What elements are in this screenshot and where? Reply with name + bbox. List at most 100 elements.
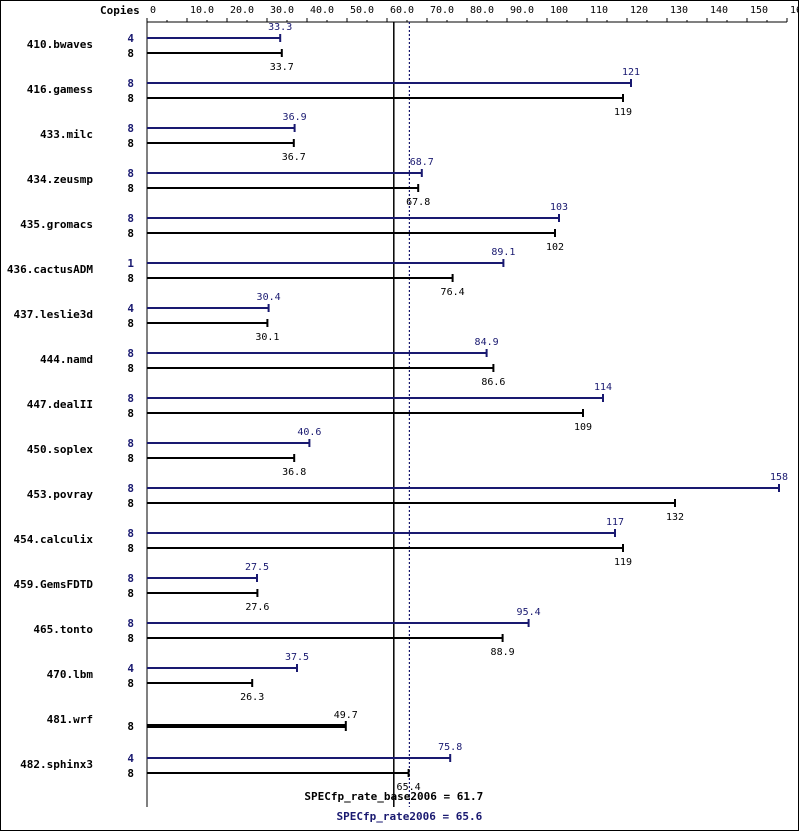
- benchmark-row: 482.sphinx3 4 75.8 8 65.4: [20, 742, 462, 793]
- peak-copies-label: 8: [127, 167, 134, 180]
- peak-copies-label: 1: [127, 257, 134, 270]
- peak-copies-label: 4: [127, 302, 134, 315]
- peak-value-label: 121: [622, 67, 640, 78]
- benchmark-name: 416.gamess: [27, 83, 93, 96]
- x-tick-label: 80.0: [470, 5, 494, 16]
- x-tick-label: 50.0: [350, 5, 374, 16]
- benchmark-name: 482.sphinx3: [20, 758, 93, 771]
- base-copies-label: 8: [127, 632, 134, 645]
- x-tick-label: 140: [710, 5, 728, 16]
- base-value-label: 119: [614, 107, 632, 118]
- x-tick-label: 70.0: [430, 5, 454, 16]
- base-value-label: 67.8: [406, 197, 430, 208]
- base-value-label: 36.7: [282, 152, 306, 163]
- peak-copies-label: 8: [127, 437, 134, 450]
- summary-labels: SPECfp_rate_base2006 = 61.7 SPECfp_rate20…: [304, 790, 483, 823]
- x-tick-label: 100: [550, 5, 568, 16]
- base-copies-label: 8: [127, 587, 134, 600]
- x-axis: 0 10.0 20.0 30.0 40.0 50.0 60.0 70.0 80.0 90.0 100…: [146, 5, 799, 807]
- benchmark-name: 436.cactusADM: [7, 263, 93, 276]
- base-copies-label: 8: [127, 767, 134, 780]
- benchmark-name: 470.lbm: [47, 668, 94, 681]
- peak-value-label: 37.5: [285, 652, 309, 663]
- base-value-label: 119: [614, 557, 632, 568]
- base-value-label: 65.4: [397, 782, 421, 793]
- base-copies-label: 8: [127, 452, 134, 465]
- peak-value-label: 36.9: [283, 112, 307, 123]
- benchmark-name: 450.soplex: [27, 443, 94, 456]
- peak-value-label: 68.7: [410, 157, 434, 168]
- peak-copies-label: 4: [127, 662, 134, 675]
- benchmark-row: 437.leslie3d 4 30.4 8 30.1: [14, 292, 281, 343]
- peak-value-label: 40.6: [297, 427, 321, 438]
- x-tick-label: 30.0: [270, 5, 294, 16]
- x-tick-label: 20.0: [230, 5, 254, 16]
- base-value-label: 88.9: [491, 647, 515, 658]
- peak-value-label: 84.9: [475, 337, 499, 348]
- benchmark-name: 465.tonto: [33, 623, 93, 636]
- base-value-label: 132: [666, 512, 684, 523]
- peak-copies-label: 8: [127, 572, 134, 585]
- peak-value-label: 33.3: [268, 22, 292, 33]
- benchmark-name: 459.GemsFDTD: [14, 578, 94, 591]
- peak-copies-label: 8: [127, 347, 134, 360]
- x-tick-label: 0: [150, 5, 156, 16]
- copies-header: Copies: [100, 4, 140, 17]
- base-value-label: 26.3: [240, 692, 264, 703]
- benchmark-row: 435.gromacs 8 103 8 102: [20, 202, 568, 253]
- benchmark-row: 434.zeusmp 8 68.7 8 67.8: [27, 157, 434, 208]
- base-copies-label: 8: [127, 497, 134, 510]
- x-tick-label: 130: [670, 5, 688, 16]
- base-value-label: 102: [546, 242, 564, 253]
- peak-copies-label: 8: [127, 482, 134, 495]
- peak-copies-label: 8: [127, 527, 134, 540]
- x-tick-label: 40.0: [310, 5, 334, 16]
- peak-copies-label: 4: [127, 752, 134, 765]
- peak-copies-label: 8: [127, 212, 134, 225]
- x-tick-label: 160: [790, 5, 799, 16]
- peak-value-label: 27.5: [245, 562, 269, 573]
- benchmark-name: 481.wrf: [47, 713, 93, 726]
- benchmark-row: 454.calculix 8 117 8 119: [14, 517, 633, 568]
- base-bar: [147, 724, 346, 728]
- base-copies-label: 8: [127, 227, 134, 240]
- benchmark-row: 444.namd 8 84.9 8 86.6: [40, 337, 505, 388]
- benchmark-name: 410.bwaves: [27, 38, 93, 51]
- benchmark-name: 437.leslie3d: [14, 308, 93, 321]
- benchmark-row: 465.tonto 8 95.4 8 88.9: [33, 607, 540, 658]
- base-copies-label: 8: [127, 182, 134, 195]
- base-summary-label: SPECfp_rate_base2006 = 61.7: [304, 790, 483, 803]
- benchmark-row: 447.dealII 8 114 8 109: [27, 382, 612, 433]
- benchmark-row: 453.povray 8 158 8 132: [27, 472, 788, 523]
- peak-value-label: 75.8: [438, 742, 462, 753]
- base-copies-label: 8: [127, 542, 134, 555]
- base-value-label: 109: [574, 422, 592, 433]
- base-copies-label: 8: [127, 317, 134, 330]
- benchmark-row: 470.lbm 4 37.5 8 26.3: [47, 652, 309, 703]
- base-copies-label: 8: [127, 677, 134, 690]
- benchmark-name: 453.povray: [27, 488, 94, 501]
- base-value-label: 86.6: [481, 377, 505, 388]
- base-copies-label: 8: [127, 407, 134, 420]
- benchmark-row: 416.gamess 8 121 8 119: [27, 67, 640, 118]
- peak-value-label: 103: [550, 202, 568, 213]
- peak-copies-label: 8: [127, 617, 134, 630]
- base-copies-label: 8: [127, 47, 134, 60]
- benchmark-name: 447.dealII: [27, 398, 93, 411]
- peak-value-label: 158: [770, 472, 788, 483]
- base-value-label: 76.4: [441, 287, 465, 298]
- base-value-label: 49.7: [334, 710, 358, 721]
- x-tick-label: 90.0: [510, 5, 534, 16]
- x-tick-label: 120: [630, 5, 648, 16]
- base-value-label: 30.1: [255, 332, 279, 343]
- peak-value-label: 114: [594, 382, 612, 393]
- x-tick-label: 60.0: [390, 5, 414, 16]
- peak-copies-label: 8: [127, 122, 134, 135]
- benchmark-row: 436.cactusADM 1 89.1 8 76.4: [7, 247, 516, 298]
- benchmark-row: 481.wrf 8 49.7: [47, 710, 358, 733]
- x-tick-label: 10.0: [190, 5, 214, 16]
- x-tick-label: 150: [750, 5, 768, 16]
- x-tick-label: 110: [590, 5, 608, 16]
